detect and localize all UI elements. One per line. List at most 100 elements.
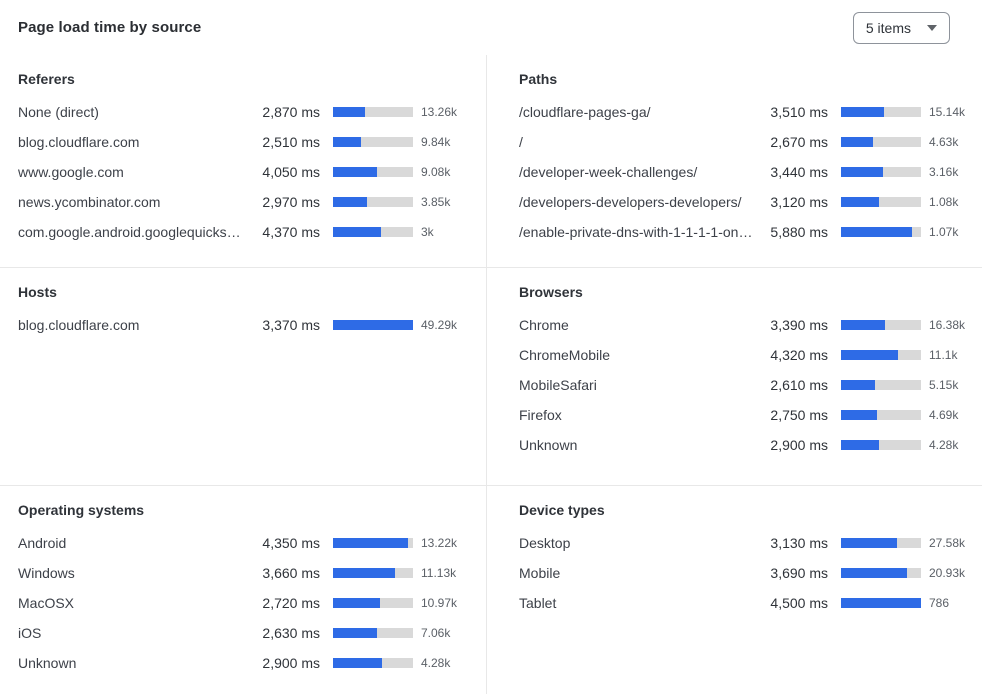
stat-row[interactable]: Mobile 3,690 ms 20.93k: [519, 558, 974, 588]
bar-track: [333, 598, 413, 608]
bar-fill: [333, 598, 381, 608]
stat-row[interactable]: news.ycombinator.com 2,970 ms 3.85k: [18, 187, 466, 217]
row-count: 10.97k: [421, 596, 458, 610]
stat-row[interactable]: Chrome 3,390 ms 16.38k: [519, 310, 974, 340]
stat-row[interactable]: / 2,670 ms 4.63k: [519, 127, 974, 157]
bar-fill: [841, 538, 897, 548]
section-1: Referers None (direct) 2,870 ms 13.26k blog…: [0, 55, 982, 267]
row-label: Unknown: [18, 655, 77, 671]
row-label: ChromeMobile: [519, 347, 611, 363]
section-3: Operating systems Android 4,350 ms 13.22k W…: [0, 485, 982, 694]
row-count: 5.15k: [929, 378, 959, 392]
panel-rows: Android 4,350 ms 13.22k Windows 3,660 ms 11.1…: [18, 528, 466, 678]
row-label: None (direct): [18, 104, 99, 120]
bar-track: [333, 538, 413, 548]
stat-row[interactable]: Unknown 2,900 ms 4.28k: [18, 648, 466, 678]
bar-fill: [841, 380, 875, 390]
row-ms-value: 4,370 ms: [262, 224, 320, 240]
bar-fill: [841, 440, 880, 450]
row-label: /developers-developers-developers/: [519, 194, 742, 210]
row-count: 20.93k: [929, 566, 966, 580]
bar-fill: [841, 227, 913, 237]
bar-fill: [333, 628, 377, 638]
row-ms-value: 3,690 ms: [770, 565, 828, 581]
stat-row[interactable]: ChromeMobile 4,320 ms 11.1k: [519, 340, 974, 370]
stat-row[interactable]: Tablet 4,500 ms 786: [519, 588, 974, 618]
panel-referers: Referers None (direct) 2,870 ms 13.26k blog…: [0, 55, 486, 267]
bar-fill: [333, 658, 382, 668]
bar-track: [333, 137, 413, 147]
bar-track: [841, 197, 921, 207]
panel-title: Operating systems: [18, 502, 145, 518]
bar-fill: [333, 107, 365, 117]
bar-fill: [841, 350, 898, 360]
stat-row[interactable]: Desktop 3,130 ms 27.58k: [519, 528, 974, 558]
stat-row[interactable]: blog.cloudflare.com 2,510 ms 9.84k: [18, 127, 466, 157]
row-label: com.google.android.googlequicksearc…: [18, 224, 248, 240]
row-count: 4.28k: [929, 438, 959, 452]
stat-row[interactable]: Windows 3,660 ms 11.13k: [18, 558, 466, 588]
stat-row[interactable]: iOS 2,630 ms 7.06k: [18, 618, 466, 648]
bar-track: [841, 137, 921, 147]
stat-row[interactable]: /enable-private-dns-with-1-1-1-1-on-… 5,8…: [519, 217, 974, 247]
row-ms-value: 4,350 ms: [262, 535, 320, 551]
chevron-down-icon: [927, 24, 937, 31]
row-ms-value: 3,370 ms: [262, 317, 320, 333]
page-title: Page load time by source: [18, 19, 202, 36]
bar-track: [841, 598, 921, 608]
row-count: 11.1k: [929, 348, 958, 362]
row-ms-value: 3,390 ms: [770, 317, 828, 333]
row-label: Chrome: [519, 317, 569, 333]
stat-row[interactable]: MacOSX 2,720 ms 10.97k: [18, 588, 466, 618]
panel-rows: blog.cloudflare.com 3,370 ms 49.29k: [18, 310, 466, 340]
row-label: /developer-week-challenges/: [519, 164, 698, 180]
row-ms-value: 4,320 ms: [770, 347, 828, 363]
items-count-value: 5 items: [865, 19, 911, 36]
stat-row[interactable]: MobileSafari 2,610 ms 5.15k: [519, 370, 974, 400]
bar-track: [841, 380, 921, 390]
row-ms-value: 2,970 ms: [262, 194, 320, 210]
row-count: 786: [929, 596, 950, 610]
panel-title: Hosts: [18, 284, 57, 300]
row-label: iOS: [18, 625, 42, 641]
bar-fill: [841, 137, 873, 147]
panels-grid: Referers None (direct) 2,870 ms 13.26k blog…: [0, 55, 982, 694]
row-label: news.ycombinator.com: [18, 194, 161, 210]
row-label: Unknown: [519, 437, 578, 453]
stat-row[interactable]: Unknown 2,900 ms 4.28k: [519, 430, 974, 460]
row-ms-value: 2,900 ms: [770, 437, 828, 453]
row-label: Tablet: [519, 595, 557, 611]
bar-track: [841, 320, 921, 330]
panel-rows: /cloudflare-pages-ga/3,510 ms 15.14k / 2,67…: [519, 97, 974, 247]
stat-row[interactable]: /developers-developers-developers/3,120 …: [519, 187, 974, 217]
stat-row[interactable]: blog.cloudflare.com 3,370 ms 49.29k: [18, 310, 466, 340]
row-ms-value: 2,610 ms: [770, 377, 828, 393]
panel-title: Device types: [519, 502, 605, 518]
panel-title: Referers: [18, 71, 75, 87]
bar-fill: [841, 568, 908, 578]
row-count: 15.14k: [929, 105, 966, 119]
row-count: 3k: [421, 225, 434, 239]
stat-row[interactable]: /developer-week-challenges/3,440 ms 3.16k: [519, 157, 974, 187]
row-label: /enable-private-dns-with-1-1-1-1-on-…: [519, 224, 756, 240]
panel-operating-systems: Operating systems Android 4,350 ms 13.22k W…: [0, 486, 486, 694]
row-label: MobileSafari: [519, 377, 597, 393]
stat-row[interactable]: www.google.com 4,050 ms 9.08k: [18, 157, 466, 187]
row-label: blog.cloudflare.com: [18, 317, 140, 333]
panel-paths: Paths /cloudflare-pages-ga/3,510 ms 15.14…: [486, 55, 982, 267]
stat-row[interactable]: Firefox 2,750 ms 4.69k: [519, 400, 974, 430]
stat-row[interactable]: /cloudflare-pages-ga/3,510 ms 15.14k: [519, 97, 974, 127]
bar-track: [841, 440, 921, 450]
items-count-select[interactable]: 5 items: [852, 11, 950, 44]
stat-row[interactable]: com.google.android.googlequicksearc… 4,37…: [18, 217, 466, 247]
bar-fill: [841, 167, 883, 177]
stat-row[interactable]: None (direct) 2,870 ms 13.26k: [18, 97, 466, 127]
row-ms-value: 2,750 ms: [770, 407, 828, 423]
bar-fill: [841, 197, 879, 207]
row-ms-value: 2,870 ms: [262, 104, 320, 120]
row-label: Mobile: [519, 565, 561, 581]
row-ms-value: 3,510 ms: [770, 104, 828, 120]
row-count: 1.07k: [929, 225, 959, 239]
stat-row[interactable]: Android 4,350 ms 13.22k: [18, 528, 466, 558]
